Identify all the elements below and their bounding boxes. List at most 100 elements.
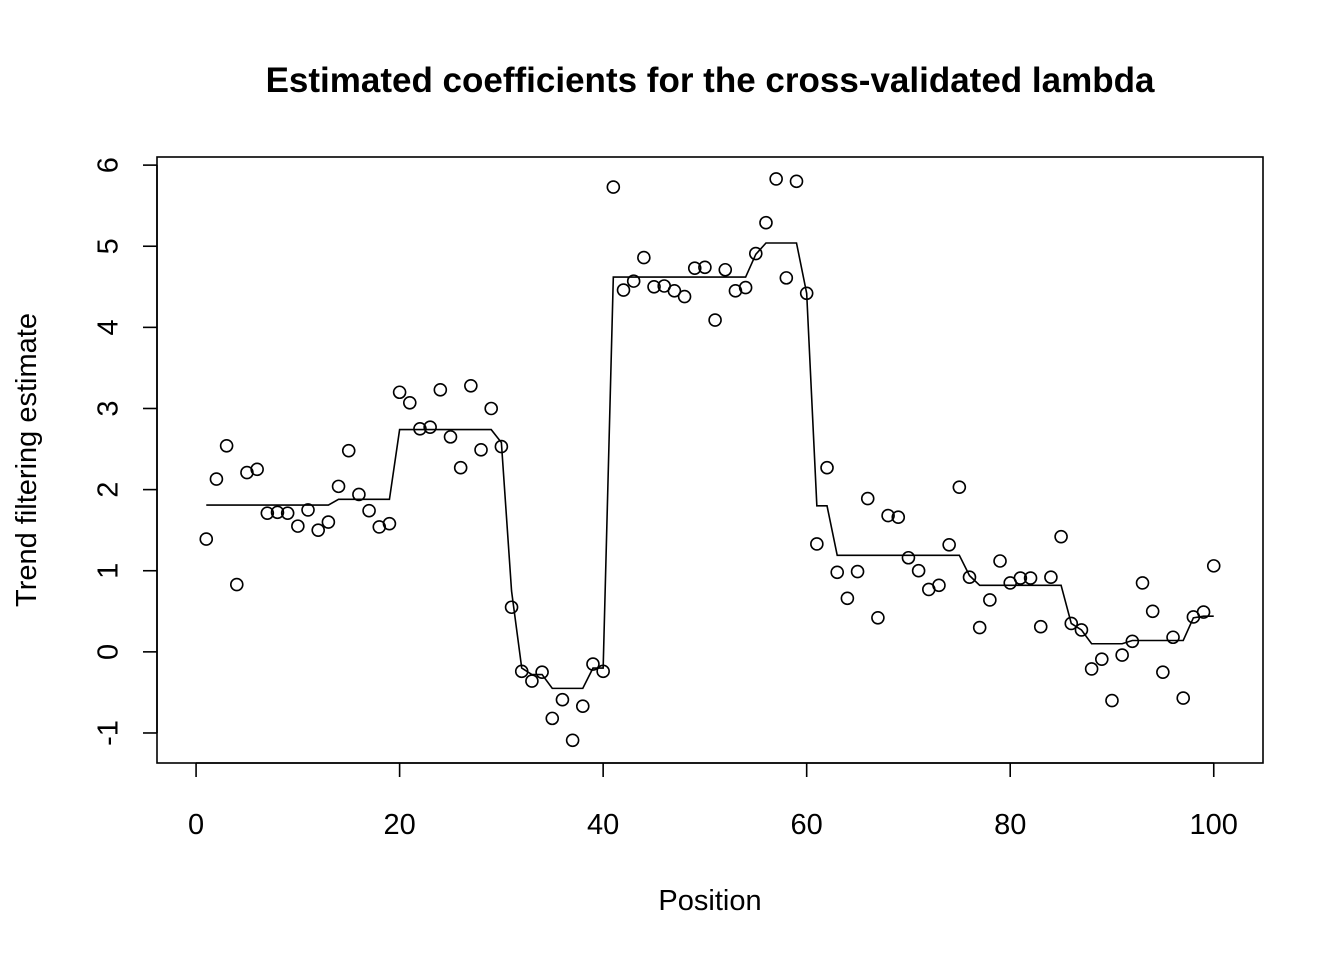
y-tick-label: 6 bbox=[93, 157, 125, 173]
data-point bbox=[993, 554, 1007, 568]
data-point bbox=[1125, 634, 1140, 649]
data-point bbox=[199, 532, 214, 546]
data-point bbox=[820, 460, 834, 475]
data-point bbox=[1135, 576, 1150, 590]
data-point bbox=[952, 480, 967, 494]
data-point bbox=[901, 550, 916, 565]
data-point bbox=[881, 508, 895, 523]
data-point bbox=[932, 578, 946, 593]
data-point bbox=[779, 271, 794, 285]
data-point bbox=[301, 503, 315, 517]
data-point bbox=[810, 537, 824, 551]
data-point bbox=[616, 283, 631, 297]
data-point bbox=[1023, 571, 1038, 585]
data-point bbox=[830, 565, 845, 580]
data-point bbox=[443, 430, 458, 444]
x-tick-label: 60 bbox=[791, 809, 823, 841]
data-point bbox=[677, 289, 692, 304]
data-point bbox=[382, 516, 397, 531]
data-point bbox=[352, 487, 366, 502]
data-point bbox=[942, 537, 956, 552]
data-point bbox=[280, 506, 295, 520]
data-point bbox=[759, 215, 773, 230]
x-tick-label: 20 bbox=[383, 809, 415, 841]
data-point bbox=[1013, 571, 1028, 585]
data-point bbox=[291, 519, 305, 533]
data-point bbox=[972, 620, 987, 635]
data-point bbox=[698, 260, 712, 275]
data-point bbox=[229, 577, 244, 592]
data-point bbox=[1145, 604, 1160, 619]
data-point bbox=[219, 438, 234, 453]
data-point bbox=[525, 674, 539, 688]
data-point bbox=[738, 280, 753, 295]
data-point bbox=[484, 401, 499, 416]
data-point bbox=[494, 439, 509, 454]
data-point bbox=[545, 711, 560, 726]
data-point bbox=[789, 174, 804, 189]
data-point bbox=[1033, 619, 1048, 634]
data-point bbox=[535, 665, 549, 679]
data-point bbox=[250, 462, 264, 477]
data-point bbox=[464, 378, 478, 393]
data-point bbox=[748, 246, 763, 261]
data-point bbox=[626, 274, 641, 288]
data-point bbox=[1074, 623, 1089, 637]
y-tick-label: 2 bbox=[93, 482, 125, 498]
data-point bbox=[555, 692, 570, 707]
data-point bbox=[474, 443, 488, 457]
data-point bbox=[1115, 648, 1129, 662]
data-point bbox=[667, 284, 682, 298]
x-tick-label: 80 bbox=[994, 809, 1026, 841]
data-point bbox=[840, 591, 855, 606]
x-tick-label: 0 bbox=[188, 809, 204, 841]
y-axis-label: Trend filtering estimate bbox=[11, 313, 43, 607]
data-point bbox=[392, 385, 407, 400]
data-point bbox=[850, 564, 865, 579]
data-point bbox=[1084, 662, 1099, 676]
data-point bbox=[1054, 529, 1068, 544]
x-axis: 0 20 40 60 80 100 bbox=[188, 762, 1238, 841]
trend-line bbox=[206, 242, 1214, 690]
data-point bbox=[983, 593, 997, 607]
observed-points bbox=[199, 172, 1221, 748]
data-point bbox=[209, 472, 224, 486]
chart-title: Estimated coefficients for the cross-val… bbox=[266, 61, 1155, 100]
data-point bbox=[871, 610, 885, 625]
y-axis: -1 0 1 2 3 4 5 6 bbox=[93, 157, 158, 746]
data-point bbox=[718, 262, 733, 277]
data-point bbox=[341, 443, 356, 458]
y-tick-label: 0 bbox=[93, 644, 125, 660]
data-point bbox=[911, 563, 926, 578]
x-axis-label: Position bbox=[658, 885, 761, 917]
data-point bbox=[413, 421, 427, 436]
data-point bbox=[362, 503, 376, 518]
data-point bbox=[891, 510, 906, 524]
data-point bbox=[860, 491, 875, 506]
data-point bbox=[962, 570, 977, 585]
x-tick-label: 100 bbox=[1190, 809, 1238, 841]
data-point bbox=[504, 600, 519, 615]
data-point bbox=[453, 460, 468, 475]
data-point bbox=[1156, 665, 1170, 679]
data-point bbox=[708, 313, 722, 327]
x-tick-label: 40 bbox=[587, 809, 619, 841]
y-tick-label: -1 bbox=[93, 720, 125, 746]
data-point bbox=[586, 657, 600, 671]
data-point bbox=[1166, 630, 1180, 645]
data-point bbox=[1044, 570, 1058, 585]
data-point bbox=[321, 515, 336, 529]
y-tick-label: 1 bbox=[93, 563, 125, 579]
data-point bbox=[331, 479, 346, 494]
data-point bbox=[402, 396, 417, 410]
data-point bbox=[565, 733, 580, 748]
y-tick-label: 5 bbox=[93, 238, 125, 254]
data-point bbox=[260, 506, 275, 520]
data-point bbox=[1176, 691, 1191, 705]
data-point bbox=[433, 383, 448, 397]
data-point bbox=[606, 180, 621, 194]
data-point bbox=[1206, 559, 1221, 573]
data-point bbox=[514, 664, 529, 679]
data-point bbox=[799, 286, 814, 301]
